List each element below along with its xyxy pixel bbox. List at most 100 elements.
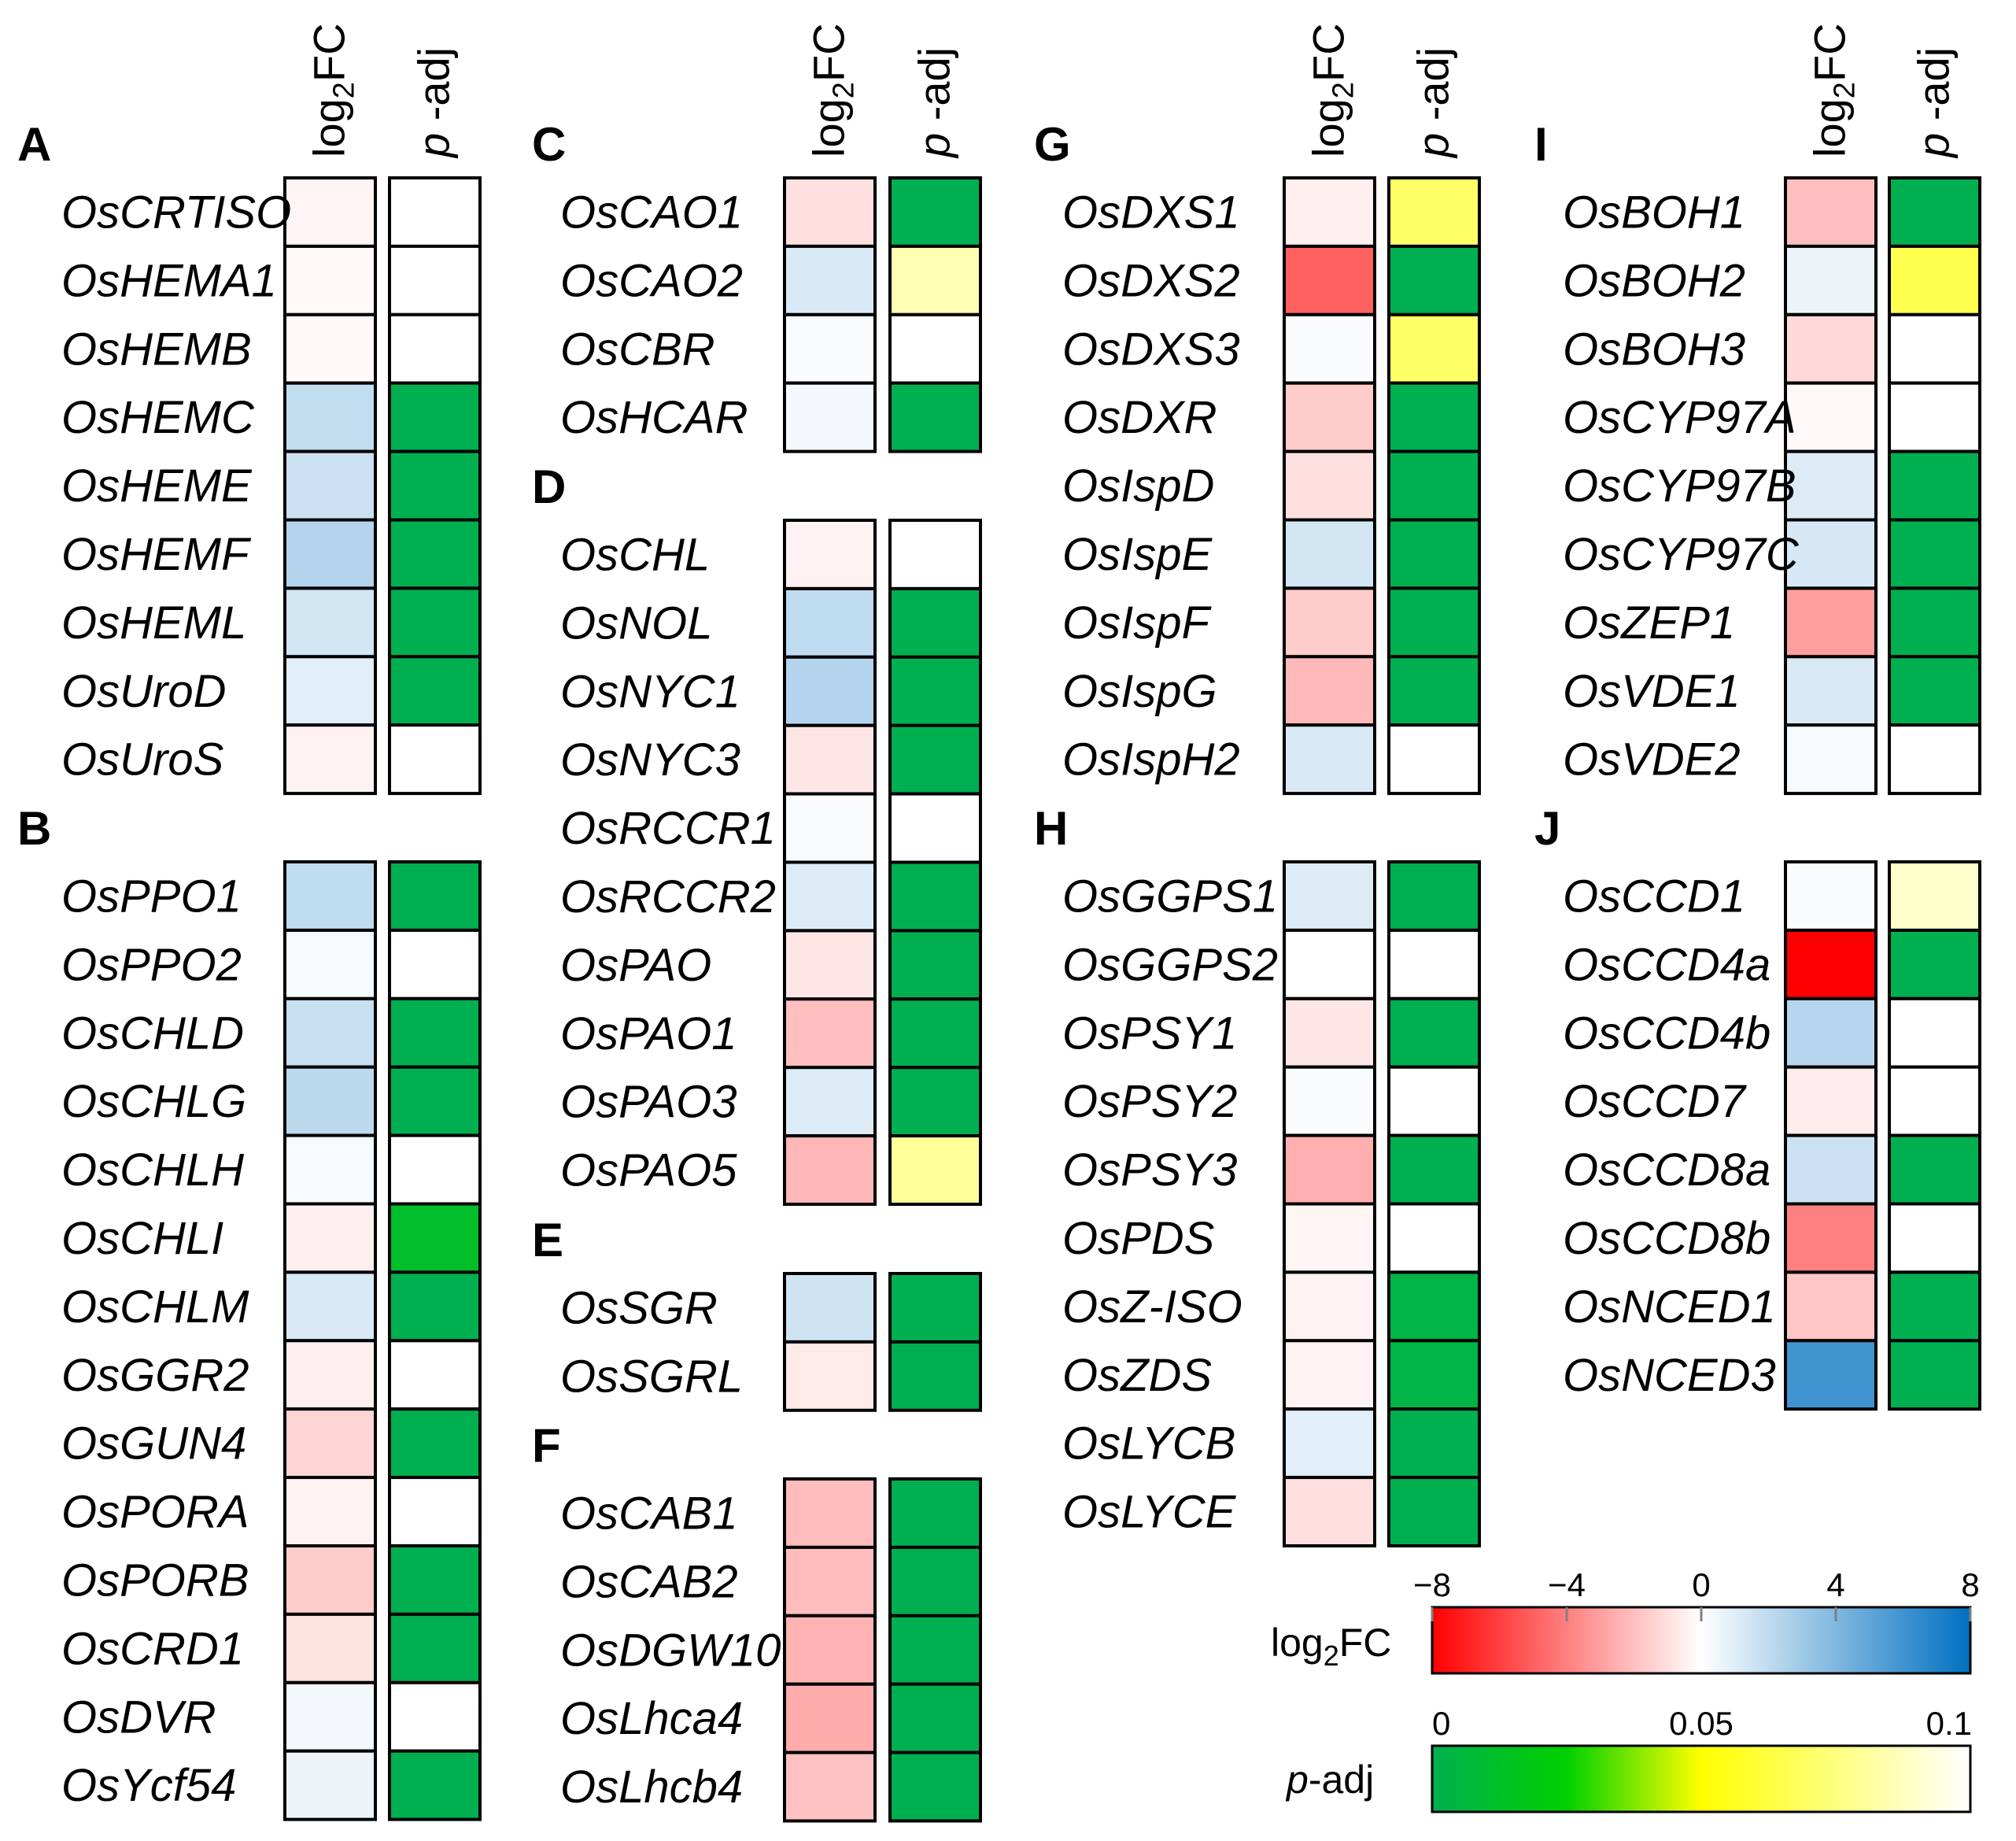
gene-label: OsCHLM — [61, 1281, 249, 1333]
cell-log2fc-OsPAO3 — [783, 1066, 877, 1138]
cell-log2fc-OsCRD1 — [283, 1612, 377, 1684]
cell-log2fc-OsCBR — [783, 312, 877, 385]
gene-label: OsSGR — [560, 1282, 718, 1333]
cell-log2fc-OsCYP97C — [1784, 518, 1878, 590]
cell-padj-OsCCD8a — [1888, 1133, 1981, 1206]
cell-padj-OsDXR — [1387, 381, 1481, 453]
cell-log2fc-OsCYP97A — [1784, 381, 1878, 453]
cell-padj-OsCHLD — [388, 996, 482, 1069]
cell-padj-OsNCED3 — [1888, 1339, 1981, 1411]
cell-log2fc-OsHEML — [283, 586, 377, 659]
cell-padj-OsCHL — [888, 519, 982, 590]
cell-log2fc-OsHEMB — [283, 312, 377, 385]
cell-log2fc-OsPSY3 — [1283, 1133, 1376, 1206]
cell-padj-OsVDE2 — [1888, 723, 1981, 796]
cell-padj-OsIspF — [1387, 586, 1481, 659]
cell-log2fc-OsNCED1 — [1784, 1270, 1878, 1343]
cell-padj-OsDXS2 — [1387, 244, 1481, 316]
cell-log2fc-OsCHLD — [283, 996, 377, 1069]
cell-log2fc-OsGUN4 — [283, 1407, 377, 1480]
cell-padj-OsCAO1 — [888, 176, 982, 248]
cell-padj-OsPPO2 — [388, 928, 482, 1000]
cell-log2fc-OsCHLI — [283, 1202, 377, 1274]
gene-label: OsHEMC — [61, 392, 255, 443]
cell-padj-OsCRD1 — [388, 1612, 482, 1684]
cell-padj-OsCCD8b — [1888, 1202, 1981, 1274]
gene-label: OsCHL — [560, 529, 710, 580]
cell-log2fc-OsPPO2 — [283, 928, 377, 1000]
cell-padj-OsCHLG — [388, 1065, 482, 1137]
cell-log2fc-OsZDS — [1283, 1339, 1376, 1411]
cell-log2fc-OsGGR2 — [283, 1339, 377, 1411]
gene-label: OsPAO3 — [560, 1077, 737, 1128]
gene-label: OsLYCE — [1062, 1487, 1237, 1538]
colorbar-padj — [1431, 1744, 1972, 1813]
cell-padj-OsCYP97A — [1888, 381, 1981, 453]
gene-label: OsVDE2 — [1563, 734, 1741, 786]
cell-padj-OsGGR2 — [388, 1339, 482, 1411]
cell-padj-OsIspH2 — [1387, 723, 1481, 796]
cell-padj-OsCHLM — [388, 1270, 482, 1343]
gene-label: OsNCED1 — [1563, 1281, 1776, 1333]
gene-label: OsHEMA1 — [61, 255, 277, 306]
cell-padj-OsCAB2 — [888, 1545, 982, 1617]
cell-log2fc-OsCHLG — [283, 1065, 377, 1137]
panel-label-I: I — [1534, 118, 1548, 171]
cell-log2fc-OsZ-ISO — [1283, 1270, 1376, 1343]
gene-label: OsNOL — [560, 597, 712, 649]
gene-label: OsNYC3 — [560, 734, 740, 786]
cell-log2fc-OsLhcb4 — [783, 1750, 877, 1823]
colorbar-padj-tick-label: 0.1 — [1926, 1705, 1972, 1742]
cell-log2fc-OsPSY1 — [1283, 996, 1376, 1069]
cell-log2fc-OsHEMC — [283, 381, 377, 453]
cell-padj-OsCAB1 — [888, 1477, 982, 1549]
panel-label-A: A — [17, 118, 51, 171]
gene-label: OsHEMF — [61, 529, 252, 580]
column-header-log2fc: log2FC — [1805, 23, 1862, 157]
colorbar-padj-tick-label: 0.05 — [1669, 1705, 1734, 1742]
gene-label: OsCHLI — [61, 1213, 223, 1264]
gene-label: OsGGR2 — [61, 1350, 249, 1401]
colorbar-log2fc-title: log2FC — [1271, 1621, 1391, 1672]
colorbar-padj-title: p-adj — [1285, 1758, 1374, 1802]
column-header-log2fc: log2FC — [804, 23, 861, 157]
cell-padj-OsCBR — [888, 312, 982, 385]
cell-padj-OsCCD4b — [1888, 996, 1981, 1069]
gene-label: OsPPO2 — [61, 939, 242, 990]
gene-label: OsGUN4 — [61, 1418, 246, 1469]
gene-label: OsDXR — [1062, 392, 1217, 443]
cell-log2fc-OsNOL — [783, 586, 877, 659]
gene-label: OsPAO — [560, 940, 711, 991]
cell-log2fc-OsNYC1 — [783, 655, 877, 727]
gene-label: OsHEML — [61, 597, 246, 649]
cell-padj-OsGGPS1 — [1387, 860, 1481, 932]
gene-label: OsCAO2 — [560, 255, 743, 306]
cell-log2fc-OsDXS1 — [1283, 176, 1376, 248]
gene-label: OsCRD1 — [61, 1623, 244, 1674]
panel-label-F: F — [532, 1419, 561, 1472]
cell-padj-OsGUN4 — [388, 1407, 482, 1480]
cell-log2fc-OsCAB1 — [783, 1477, 877, 1549]
gene-label: OsPPO1 — [61, 871, 242, 922]
gene-label: OsIspE — [1062, 529, 1213, 580]
cell-log2fc-OsDXS3 — [1283, 312, 1376, 385]
cell-padj-OsHEME — [388, 449, 482, 522]
cell-padj-OsLhca4 — [888, 1682, 982, 1754]
gene-label: OsCYP97A — [1563, 392, 1796, 443]
cell-padj-OsZ-ISO — [1387, 1270, 1481, 1343]
gene-label: OsBOH1 — [1563, 187, 1745, 238]
cell-log2fc-OsGGPS1 — [1283, 860, 1376, 932]
cell-padj-OsPSY1 — [1387, 996, 1481, 1069]
cell-padj-OsDXS1 — [1387, 176, 1481, 248]
cell-padj-OsLYCE — [1387, 1476, 1481, 1547]
gene-label: OsYcf54 — [61, 1760, 236, 1811]
gene-label: OsBOH3 — [1563, 323, 1745, 375]
cell-padj-OsZEP1 — [1888, 586, 1981, 659]
cell-padj-OsCYP97B — [1888, 449, 1981, 522]
cell-padj-OsCCD4a — [1888, 928, 1981, 1000]
colorbar-log2fc-tick-label: 0 — [1692, 1566, 1710, 1603]
gene-label: OsIspG — [1062, 666, 1217, 717]
colorbar-log2fc-tick-label: −4 — [1548, 1566, 1586, 1603]
cell-log2fc-OsVDE1 — [1784, 655, 1878, 727]
cell-log2fc-OsCHLM — [283, 1270, 377, 1343]
